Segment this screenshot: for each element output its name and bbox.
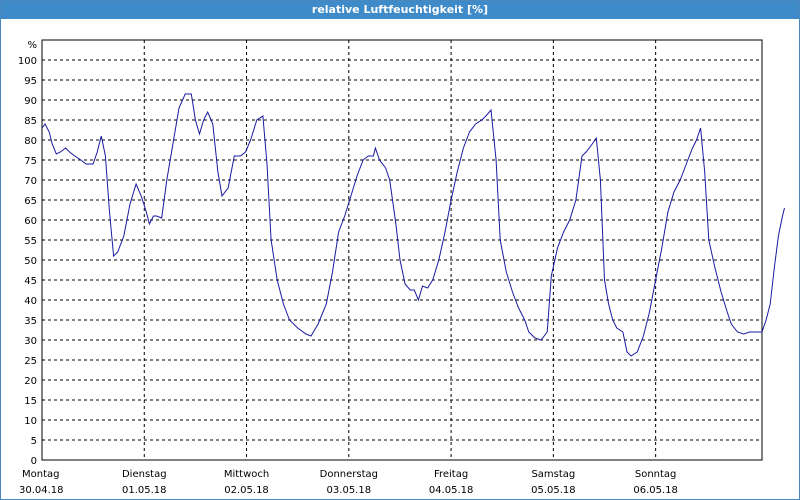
- y-tick-label: 80: [24, 136, 37, 147]
- y-tick-label: 100: [18, 56, 37, 67]
- x-tick-day-label: Donnerstag: [320, 469, 378, 480]
- y-tick-label: 55: [24, 236, 37, 247]
- y-tick-label: 85: [24, 116, 37, 127]
- plot-frame: [41, 39, 763, 461]
- x-tick-date-label: 01.05.18: [122, 485, 167, 496]
- y-tick-label: 0: [31, 456, 37, 467]
- humidity-series-line: [41, 93, 785, 357]
- y-tick-label: 95: [24, 76, 37, 87]
- x-axis-ticks: Montag 30.04.18 Dienstag 01.05.18 Mittwoch 02…: [19, 469, 678, 496]
- x-tick-day-label: Samstag: [531, 469, 575, 480]
- y-tick-label: 15: [24, 396, 37, 407]
- y-tick-label: 90: [24, 96, 37, 107]
- y-tick-label: 75: [24, 156, 37, 167]
- x-tick-date-label: 05.05.18: [531, 485, 576, 496]
- y-tick-label: 65: [24, 196, 37, 207]
- y-axis-ticks: 0 5 10 15 20 25 30 35 40 45 50 55 60 65 70 75 80 85 90 95 10…: [18, 56, 37, 467]
- y-tick-label: 50: [24, 256, 37, 267]
- x-tick-date-label: 03.05.18: [327, 485, 372, 496]
- y-tick-label: 35: [24, 316, 37, 327]
- x-tick-day-label: Montag: [22, 469, 59, 480]
- y-tick-label: 20: [24, 376, 37, 387]
- x-tick-date-label: 30.04.18: [19, 485, 64, 496]
- x-tick-day-label: Sonntag: [635, 469, 677, 480]
- y-tick-label: 40: [24, 296, 37, 307]
- y-tick-label: 30: [24, 336, 37, 347]
- x-tick-day-label: Dienstag: [122, 469, 167, 480]
- window-title: relative Luftfeuchtigkeit [%]: [1, 1, 799, 19]
- y-tick-label: 60: [24, 216, 37, 227]
- x-tick-date-label: 02.05.18: [224, 485, 269, 496]
- grid-lines: [42, 40, 762, 460]
- x-tick-day-label: Freitag: [434, 469, 468, 480]
- y-tick-label: 70: [24, 176, 37, 187]
- y-axis-unit-label: %: [27, 40, 37, 51]
- y-tick-label: 45: [24, 276, 37, 287]
- y-tick-label: 5: [31, 436, 37, 447]
- y-tick-label: 25: [24, 356, 37, 367]
- x-tick-day-label: Mittwoch: [224, 469, 269, 480]
- y-tick-label: 10: [24, 416, 37, 427]
- x-tick-date-label: 04.05.18: [429, 485, 474, 496]
- x-tick-date-label: 06.05.18: [633, 485, 678, 496]
